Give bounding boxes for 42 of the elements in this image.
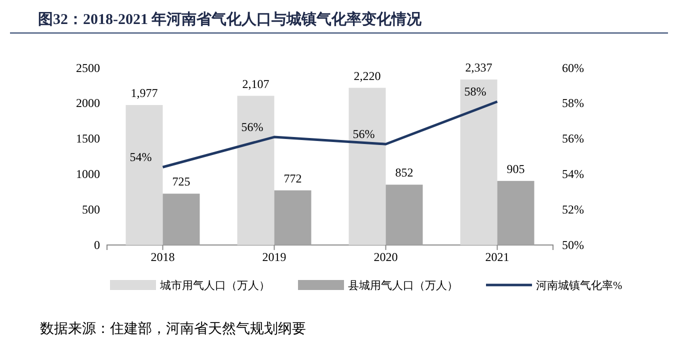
data-label: 725 — [172, 174, 190, 189]
legend-label: 城市用气人口（万人） — [159, 279, 270, 292]
x-tick-label: 2018 — [150, 250, 175, 264]
data-label: 2,337 — [465, 60, 492, 75]
x-tick-label: 2020 — [374, 250, 398, 264]
data-label: 2,220 — [354, 68, 381, 83]
data-label: 2,107 — [242, 76, 270, 91]
data-label: 58% — [464, 84, 486, 99]
data-label: 852 — [395, 166, 414, 180]
y2-tick-label: 50% — [562, 238, 584, 252]
bar — [274, 190, 312, 245]
bar — [237, 96, 274, 245]
x-tick-label: 2021 — [485, 250, 510, 264]
data-label: 1,977 — [130, 86, 158, 100]
y2-tick-label: 54% — [562, 167, 584, 182]
bar — [162, 194, 200, 245]
y-tick-label: 0 — [94, 238, 100, 252]
y2-tick-label: 60% — [562, 60, 584, 75]
line-series — [162, 100, 498, 168]
y2-tick-label: 56% — [562, 132, 584, 146]
data-label: 56% — [352, 127, 375, 142]
y-tick-label: 1500 — [76, 132, 100, 146]
chart-title: 图32：2018-2021 年河南省气化人口与城镇气化率变化情况 — [38, 10, 423, 28]
data-label: 905 — [506, 162, 525, 176]
y2-tick-label: 52% — [562, 202, 584, 216]
y2-tick-label: 58% — [562, 96, 584, 110]
y-tick-label: 2500 — [76, 60, 100, 75]
bar — [460, 80, 498, 245]
bar — [348, 88, 386, 245]
y-tick-label: 500 — [82, 202, 100, 216]
bar — [126, 105, 163, 245]
legend-label: 县城用气人口（万人） — [348, 279, 458, 292]
data-label: 54% — [130, 150, 152, 164]
legend-label: 河南城镇气化率% — [536, 279, 622, 292]
bar — [386, 184, 423, 245]
data-label: 772 — [284, 171, 302, 186]
source-note: 数据来源：住建部，河南省天然气规划纲要 — [40, 321, 306, 337]
data-label: 56% — [241, 120, 264, 134]
x-tick-label: 2019 — [262, 250, 286, 264]
y-tick-label: 2000 — [76, 96, 100, 110]
y-tick-label: 1000 — [76, 167, 100, 182]
bar — [497, 180, 534, 245]
